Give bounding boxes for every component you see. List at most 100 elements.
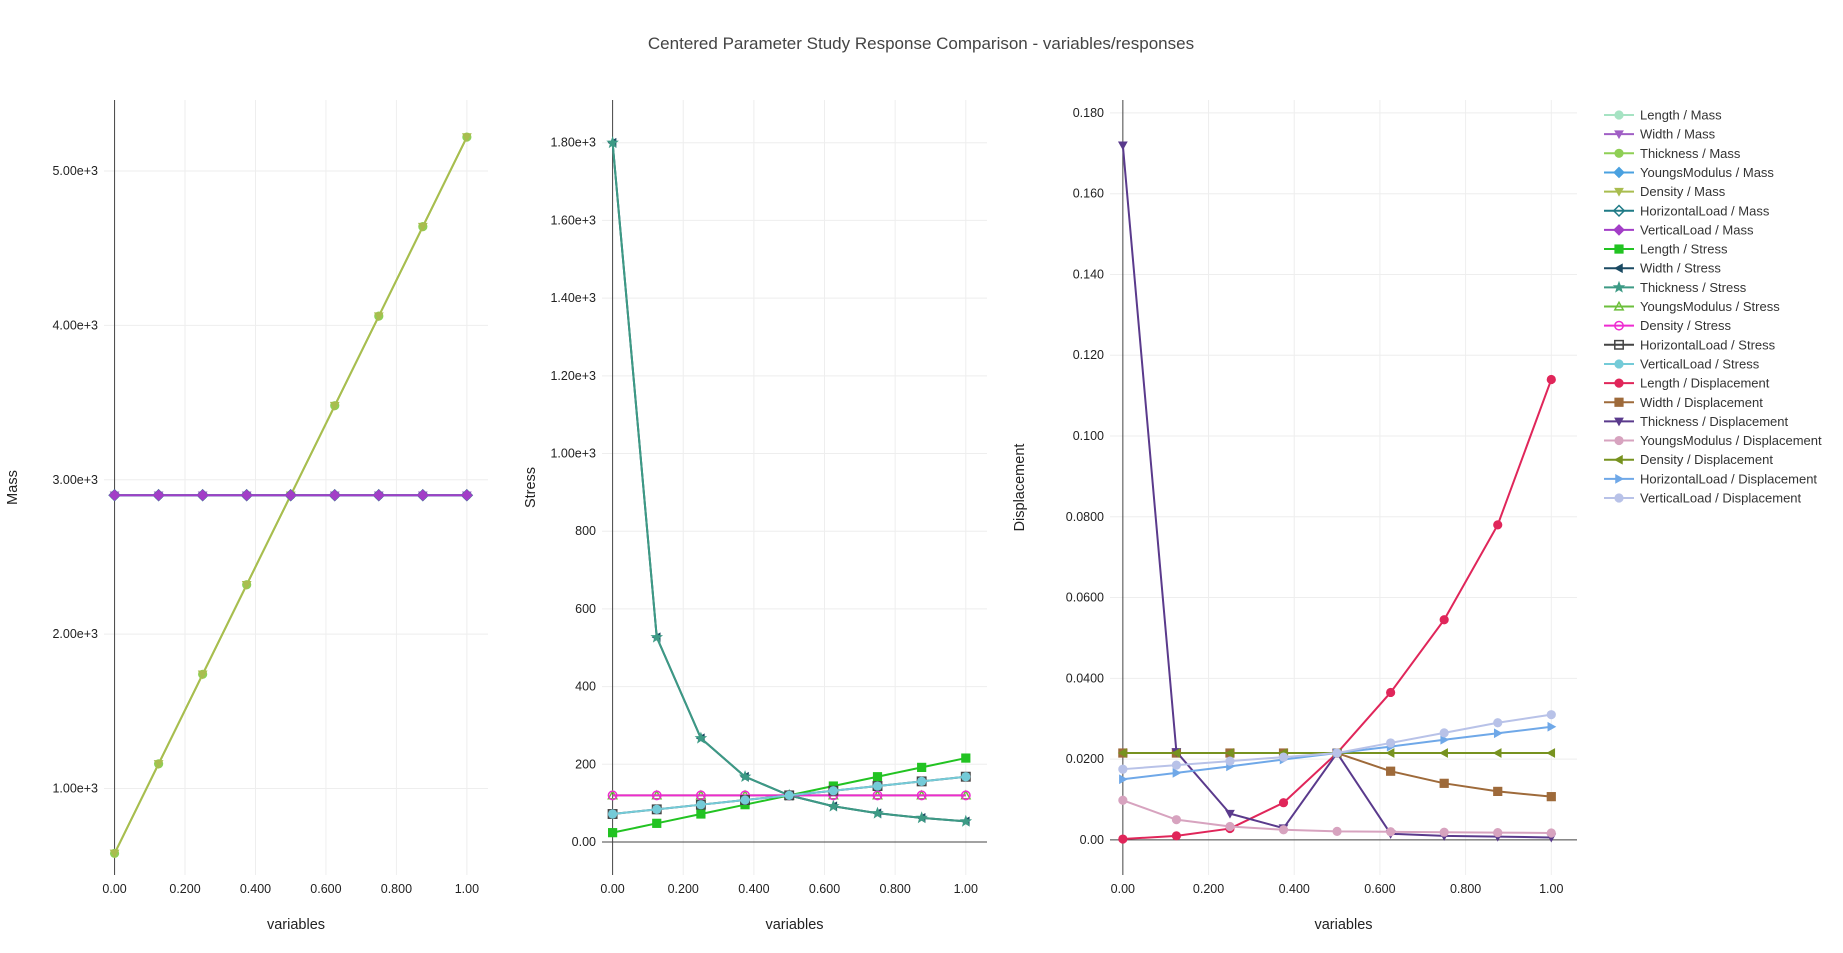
data-point xyxy=(916,790,927,801)
legend-item[interactable]: Length / Displacement xyxy=(1604,376,1770,391)
legend-item[interactable]: Length / Mass xyxy=(1604,108,1722,123)
y-tick-label: 0.00 xyxy=(1080,833,1104,847)
data-point xyxy=(1172,767,1182,778)
y-tick-label: 800 xyxy=(575,524,596,538)
legend-item[interactable]: VerticalLoad / Stress xyxy=(1604,356,1760,371)
legend-item[interactable]: HorizontalLoad / Displacement xyxy=(1604,471,1817,486)
legend-label: Length / Displacement xyxy=(1640,376,1770,391)
x-tick-label: 0.200 xyxy=(169,882,200,896)
legend-item[interactable]: HorizontalLoad / Stress xyxy=(1604,337,1776,352)
x-axis-title: variables xyxy=(1314,917,1372,933)
data-point xyxy=(871,806,884,819)
y-tick-label: 4.00e+3 xyxy=(52,318,98,332)
data-point xyxy=(108,489,121,502)
legend-swatch-marker xyxy=(1612,204,1626,218)
data-point xyxy=(417,222,428,232)
y-tick-label: 2.00e+3 xyxy=(52,627,98,641)
x-tick-label: 0.00 xyxy=(1111,882,1135,896)
data-point xyxy=(606,136,619,149)
legend-item[interactable]: Thickness / Displacement xyxy=(1604,414,1788,429)
legend-item[interactable]: VerticalLoad / Mass xyxy=(1604,222,1754,237)
x-tick-label: 0.400 xyxy=(1279,882,1310,896)
data-point xyxy=(1171,748,1181,758)
data-point xyxy=(1439,615,1449,625)
data-point xyxy=(917,762,927,772)
data-point xyxy=(1225,809,1235,819)
legend-label: YoungsModulus / Displacement xyxy=(1640,433,1822,448)
y-tick-label: 1.00e+3 xyxy=(550,447,596,461)
y-tick-label: 1.60e+3 xyxy=(550,213,596,227)
y-tick-label: 0.100 xyxy=(1073,429,1104,443)
legend-item[interactable]: Density / Mass xyxy=(1604,184,1726,199)
data-point xyxy=(917,776,927,786)
legend-label: Width / Mass xyxy=(1640,127,1716,142)
legend-label: VerticalLoad / Stress xyxy=(1640,356,1760,371)
legend-item[interactable]: Width / Mass xyxy=(1604,127,1716,142)
legend-label: YoungsModulus / Mass xyxy=(1640,165,1774,180)
legend-item[interactable]: Length / Stress xyxy=(1604,242,1728,257)
data-point xyxy=(1386,738,1396,748)
legend-item[interactable]: VerticalLoad / Displacement xyxy=(1604,491,1802,506)
x-tick-label: 0.00 xyxy=(102,882,126,896)
data-point xyxy=(694,731,708,744)
data-point xyxy=(240,489,253,502)
data-point xyxy=(872,790,883,801)
legend-item[interactable]: Density / Stress xyxy=(1604,318,1732,333)
series-width-stress xyxy=(607,137,970,827)
x-tick-label: 0.800 xyxy=(1450,882,1481,896)
legend-item[interactable]: YoungsModulus / Displacement xyxy=(1604,433,1822,448)
data-point xyxy=(695,790,706,801)
data-point xyxy=(1439,827,1449,837)
gridlines xyxy=(104,100,488,875)
data-point xyxy=(1439,778,1449,788)
data-point xyxy=(241,581,252,590)
data-point xyxy=(872,772,883,782)
data-point xyxy=(1118,834,1128,844)
data-point xyxy=(284,489,297,502)
x-tick-label: 0.400 xyxy=(738,882,769,896)
data-point xyxy=(738,770,752,783)
y-axis-title: Mass xyxy=(5,470,21,505)
data-point xyxy=(1225,821,1235,832)
legend-swatch-marker xyxy=(1614,130,1624,140)
legend-item[interactable]: YoungsModulus / Stress xyxy=(1604,299,1780,314)
data-point xyxy=(1278,752,1289,762)
data-point xyxy=(959,814,973,827)
data-point xyxy=(1118,795,1128,805)
legend-label: YoungsModulus / Stress xyxy=(1640,299,1780,314)
legend-item[interactable]: Width / Displacement xyxy=(1604,395,1763,410)
y-tick-label: 1.80e+3 xyxy=(550,136,596,150)
data-point xyxy=(827,799,840,812)
data-point xyxy=(1278,798,1289,808)
data-point xyxy=(740,795,750,805)
y-tick-label: 1.20e+3 xyxy=(550,369,596,383)
legend-item[interactable]: Thickness / Stress xyxy=(1604,280,1747,295)
y-tick-label: 5.00e+3 xyxy=(52,164,98,178)
data-point xyxy=(1225,756,1235,766)
data-point xyxy=(1386,827,1396,837)
legend-item[interactable]: Density / Displacement xyxy=(1604,452,1773,467)
data-point xyxy=(1118,764,1128,774)
data-point xyxy=(651,790,662,801)
x-tick-label: 1.00 xyxy=(455,882,479,896)
legend-item[interactable]: HorizontalLoad / Mass xyxy=(1604,203,1770,218)
subplots: 0.00 0.200 0.400 0.600 0.800 1.00 1.00e+3 2.00e… xyxy=(5,100,1577,933)
data-point xyxy=(1171,815,1182,825)
data-point xyxy=(1385,748,1395,758)
legend-item[interactable]: YoungsModulus / Mass xyxy=(1604,165,1774,180)
legend-label: Density / Mass xyxy=(1640,184,1726,199)
legend-item[interactable]: Width / Stress xyxy=(1604,261,1721,276)
legend-label: Density / Displacement xyxy=(1640,452,1773,467)
legend-item[interactable]: Thickness / Mass xyxy=(1604,146,1741,161)
legend-label: VerticalLoad / Displacement xyxy=(1640,491,1802,506)
data-point xyxy=(1546,748,1556,758)
data-point xyxy=(328,489,341,502)
y-axis-title: Displacement xyxy=(1012,444,1028,532)
y-tick-label: 0.00 xyxy=(572,835,596,849)
x-tick-label: 0.200 xyxy=(1193,882,1224,896)
x-tick-label: 0.400 xyxy=(240,882,271,896)
data-point xyxy=(607,790,618,801)
legend-swatch-marker xyxy=(1613,454,1623,465)
data-point xyxy=(652,818,662,828)
series-verticalload-mass xyxy=(108,489,473,502)
